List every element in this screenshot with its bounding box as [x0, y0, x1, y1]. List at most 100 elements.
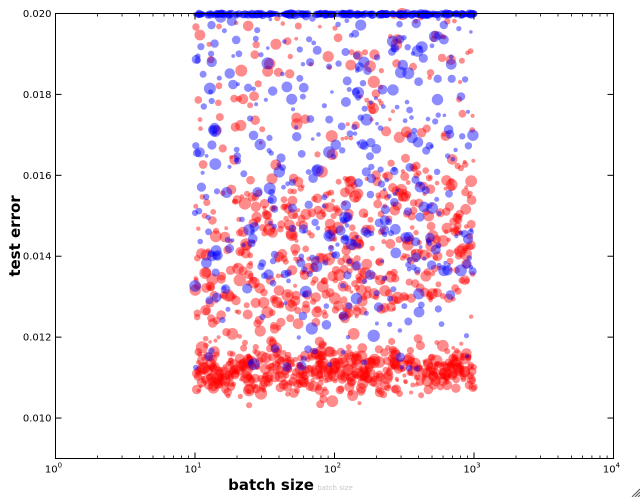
data-point [230, 122, 240, 132]
data-point [367, 356, 375, 365]
data-point [206, 284, 212, 291]
data-point [451, 363, 455, 368]
data-point [439, 34, 449, 45]
data-point [363, 373, 373, 384]
data-point [457, 361, 464, 369]
data-point [285, 202, 291, 208]
data-point [367, 356, 380, 369]
data-point [404, 253, 411, 260]
data-point [327, 225, 338, 236]
data-point [225, 265, 236, 275]
data-point [459, 247, 472, 261]
data-point [457, 243, 469, 255]
data-point [467, 367, 477, 376]
data-point [380, 279, 386, 285]
data-point [302, 245, 310, 253]
data-point [201, 356, 206, 361]
data-point [293, 283, 298, 288]
data-point [277, 163, 282, 168]
data-point [288, 178, 296, 186]
data-point [341, 245, 352, 256]
data-point [256, 351, 268, 363]
data-point [460, 229, 469, 238]
data-point [404, 130, 412, 139]
data-point [194, 366, 202, 375]
data-point [244, 83, 253, 93]
data-point [293, 256, 298, 262]
data-point [356, 11, 363, 18]
data-point [228, 357, 234, 363]
data-point [325, 231, 333, 240]
data-point [335, 21, 341, 28]
data-point [193, 148, 202, 158]
data-point [376, 195, 381, 201]
data-point [219, 366, 229, 376]
data-point [297, 354, 304, 362]
data-point [192, 368, 202, 379]
data-point [438, 264, 450, 277]
data-point [264, 374, 273, 383]
data-point [378, 68, 384, 74]
data-point [435, 361, 443, 369]
data-point [314, 255, 320, 261]
data-point [283, 364, 293, 374]
data-point [311, 364, 317, 370]
data-point [346, 354, 358, 367]
data-point [285, 228, 297, 240]
data-point [457, 365, 464, 372]
data-point [323, 303, 330, 309]
data-point [268, 188, 275, 196]
data-point [209, 290, 219, 300]
data-point [247, 115, 254, 122]
data-point [259, 363, 271, 375]
data-point [400, 232, 411, 243]
data-point [194, 29, 206, 41]
data-point [390, 286, 397, 293]
data-point [411, 175, 420, 184]
data-point [446, 237, 451, 242]
data-point [270, 344, 280, 353]
data-point [296, 361, 307, 371]
data-point [461, 348, 472, 359]
data-point [366, 138, 376, 148]
data-point [364, 362, 374, 372]
data-point [239, 194, 245, 199]
data-point [407, 365, 419, 377]
data-point [225, 306, 231, 312]
data-point [378, 189, 389, 199]
data-point [248, 260, 254, 266]
data-point [399, 366, 406, 372]
data-point [311, 40, 317, 46]
data-point [287, 203, 297, 213]
data-point [316, 280, 329, 293]
data-point [421, 367, 432, 378]
data-point [234, 309, 239, 314]
data-point [254, 80, 262, 88]
data-point [386, 193, 392, 199]
data-point [376, 304, 386, 314]
data-point [426, 292, 434, 301]
data-point [385, 215, 393, 223]
data-point [435, 208, 445, 218]
data-point [213, 227, 220, 234]
data-point [317, 253, 329, 264]
data-point [401, 35, 407, 41]
data-point [319, 364, 327, 373]
resize-grip-icon[interactable] [630, 487, 640, 497]
data-point [338, 357, 349, 368]
data-point [425, 238, 431, 244]
data-point [254, 315, 264, 325]
data-point [228, 357, 234, 364]
data-point [300, 208, 312, 220]
data-point [222, 328, 231, 337]
data-point [347, 390, 359, 401]
data-point [395, 359, 408, 372]
data-point [295, 259, 300, 264]
data-point [428, 370, 439, 381]
data-point [441, 175, 452, 186]
data-point [243, 224, 255, 236]
data-point [405, 163, 415, 172]
data-point [422, 191, 427, 197]
data-point [215, 12, 222, 18]
data-point [199, 267, 212, 279]
